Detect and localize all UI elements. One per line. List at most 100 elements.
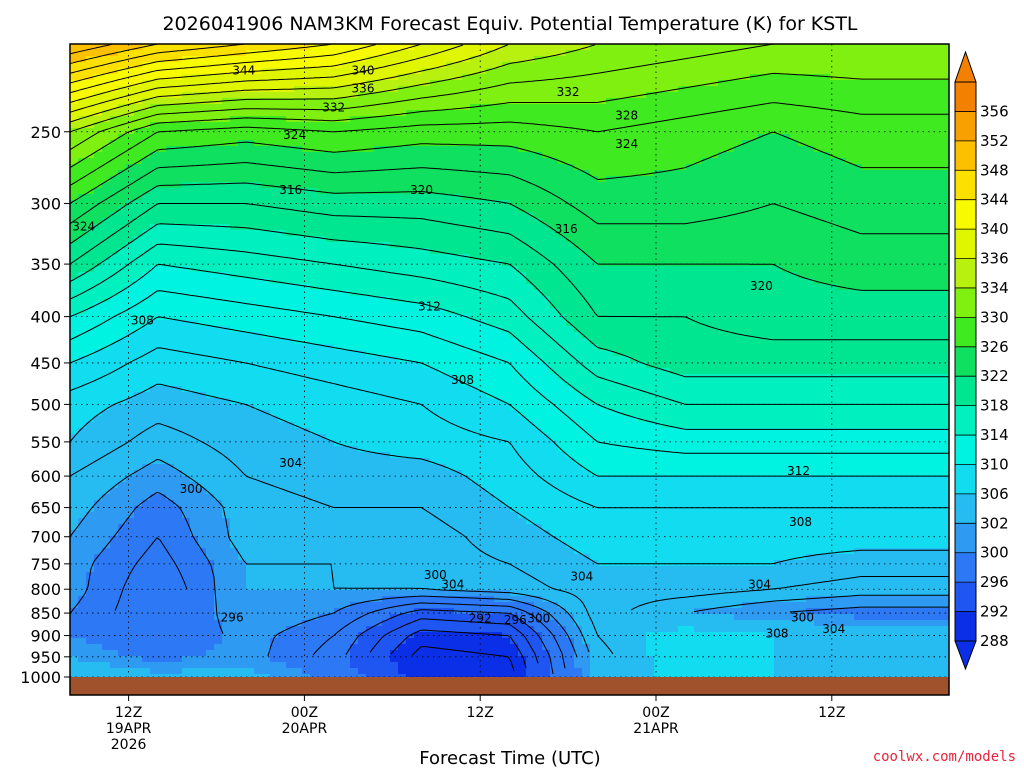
field-cell	[358, 140, 367, 147]
field-cell	[206, 170, 215, 177]
field-cell	[286, 272, 295, 279]
field-cell	[342, 134, 351, 141]
field-cell	[78, 68, 87, 75]
field-cell	[822, 296, 831, 303]
field-cell	[342, 92, 351, 99]
field-cell	[662, 68, 671, 75]
field-cell	[246, 266, 255, 273]
field-cell	[838, 86, 847, 93]
field-cell	[726, 116, 735, 123]
field-cell	[870, 146, 879, 153]
field-cell	[198, 206, 207, 213]
field-cell	[622, 230, 631, 237]
field-cell	[814, 284, 823, 291]
field-cell	[742, 296, 751, 303]
field-cell	[78, 122, 87, 129]
field-cell	[102, 290, 111, 297]
field-cell	[574, 50, 583, 57]
field-cell	[462, 218, 471, 225]
field-cell	[198, 86, 207, 93]
field-cell	[318, 110, 327, 117]
field-cell	[758, 146, 767, 153]
field-cell	[862, 206, 871, 213]
field-cell	[470, 284, 479, 291]
field-cell	[102, 314, 111, 321]
field-cell	[806, 146, 815, 153]
field-cell	[622, 122, 631, 129]
field-cell	[726, 128, 735, 135]
field-cell	[662, 266, 671, 273]
field-cell	[222, 140, 231, 147]
field-cell	[382, 230, 391, 237]
field-cell	[582, 80, 591, 87]
field-cell	[766, 236, 775, 243]
field-cell	[894, 50, 903, 57]
field-cell	[462, 260, 471, 267]
field-cell	[406, 134, 415, 141]
field-cell	[374, 170, 383, 177]
field-cell	[846, 242, 855, 249]
field-cell	[846, 266, 855, 273]
field-cell	[342, 302, 351, 309]
field-cell	[342, 164, 351, 171]
field-cell	[214, 218, 223, 225]
field-cell	[870, 122, 879, 129]
field-cell	[926, 302, 935, 309]
field-cell	[414, 164, 423, 171]
field-cell	[470, 152, 479, 159]
field-cell	[382, 98, 391, 105]
field-cell	[686, 302, 695, 309]
field-cell	[414, 44, 423, 51]
field-cell	[886, 248, 895, 255]
field-cell	[806, 284, 815, 291]
field-cell	[478, 212, 487, 219]
field-cell	[134, 110, 143, 117]
field-cell	[350, 98, 359, 105]
field-cell	[102, 176, 111, 183]
field-cell	[846, 176, 855, 183]
field-cell	[718, 164, 727, 171]
field-cell	[278, 182, 287, 189]
field-cell	[846, 104, 855, 111]
field-cell	[134, 200, 143, 207]
field-cell	[582, 74, 591, 81]
field-cell	[782, 248, 791, 255]
field-cell	[662, 260, 671, 267]
field-cell	[534, 98, 543, 105]
field-cell	[870, 110, 879, 117]
field-cell	[446, 170, 455, 177]
field-cell	[686, 236, 695, 243]
field-cell	[894, 68, 903, 75]
field-cell	[342, 248, 351, 255]
field-cell	[814, 212, 823, 219]
field-cell	[854, 182, 863, 189]
field-cell	[342, 230, 351, 237]
field-cell	[126, 56, 135, 63]
field-cell	[486, 212, 495, 219]
field-cell	[734, 266, 743, 273]
field-cell	[774, 284, 783, 291]
field-cell	[782, 308, 791, 315]
field-cell	[894, 194, 903, 201]
field-cell	[542, 74, 551, 81]
field-cell	[406, 104, 415, 111]
field-cell	[702, 254, 711, 261]
field-cell	[286, 176, 295, 183]
field-cell	[886, 188, 895, 195]
field-cell	[198, 230, 207, 237]
field-cell	[750, 80, 759, 87]
field-cell	[254, 248, 263, 255]
field-cell	[694, 260, 703, 267]
field-cell	[142, 56, 151, 63]
field-cell	[414, 308, 423, 315]
field-cell	[150, 44, 159, 51]
field-cell	[870, 44, 879, 51]
field-cell	[94, 278, 103, 285]
field-cell	[942, 116, 949, 123]
field-cell	[102, 56, 111, 63]
field-cell	[662, 98, 671, 105]
field-cell	[606, 242, 615, 249]
field-cell	[558, 212, 567, 219]
field-cell	[86, 194, 95, 201]
field-cell	[654, 110, 663, 117]
